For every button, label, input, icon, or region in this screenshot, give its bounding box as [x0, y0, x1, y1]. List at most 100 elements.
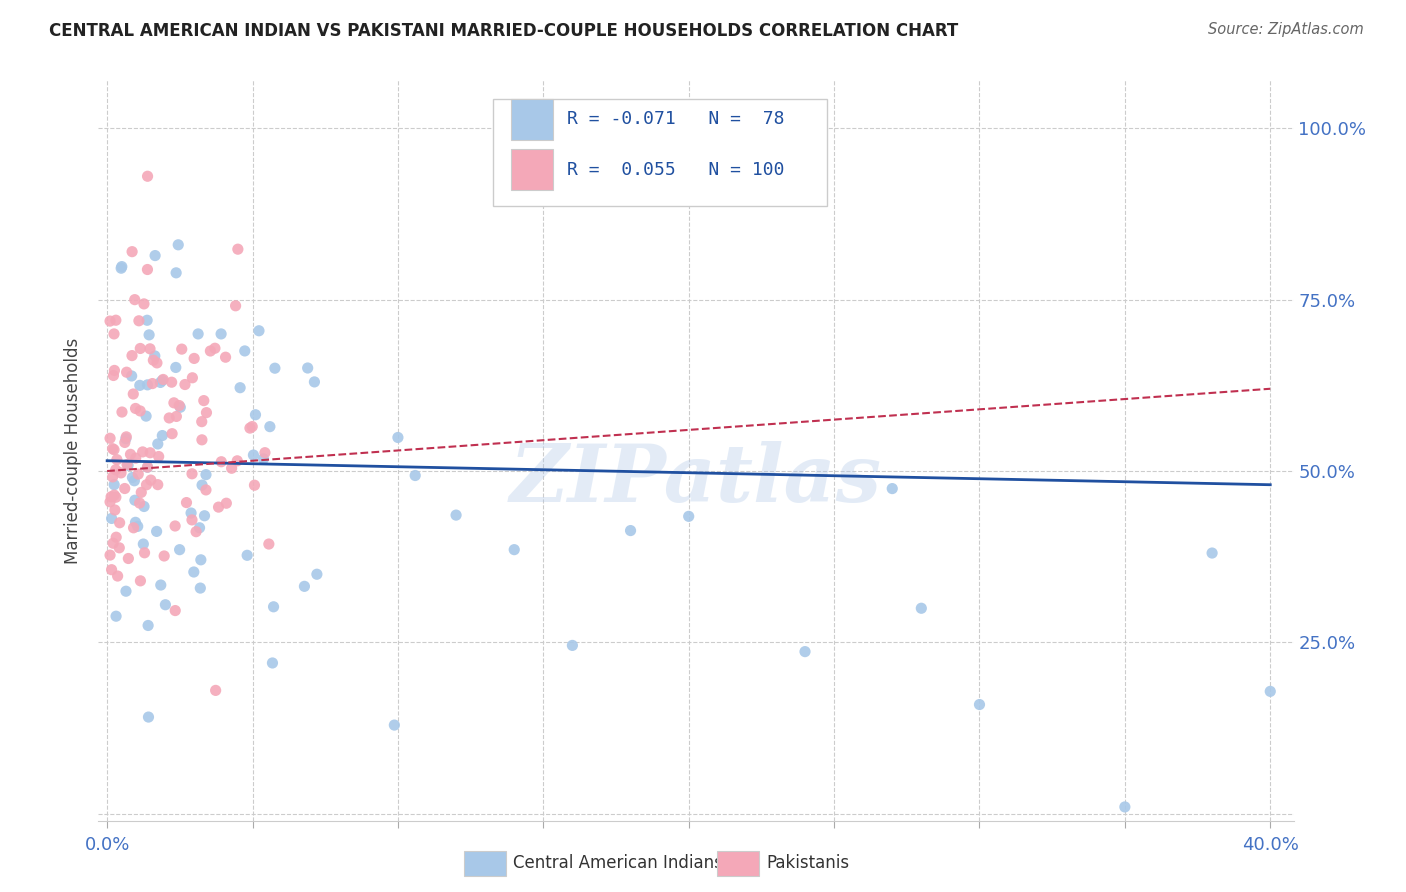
Point: [252, 451, 274, 466]
Point: [125, 451, 148, 466]
Point: [195, 406, 218, 420]
Point: [240, 419, 263, 434]
Point: [115, 432, 138, 446]
Point: [294, 579, 316, 593]
FancyBboxPatch shape: [510, 99, 553, 139]
Point: [114, 482, 136, 496]
Point: [263, 599, 285, 614]
Point: [129, 485, 152, 500]
Point: [141, 376, 163, 391]
Point: [678, 509, 700, 524]
Point: [169, 542, 191, 557]
Point: [143, 249, 166, 263]
Point: [136, 313, 159, 327]
Point: [104, 313, 127, 327]
Point: [150, 374, 173, 388]
Point: [146, 437, 169, 451]
Point: [129, 404, 152, 418]
Point: [146, 477, 169, 491]
Point: [143, 349, 166, 363]
Text: Source: ZipAtlas.com: Source: ZipAtlas.com: [1208, 22, 1364, 37]
Point: [221, 461, 243, 475]
Point: [165, 409, 187, 424]
Point: [444, 508, 467, 522]
Point: [107, 569, 129, 583]
Point: [104, 503, 127, 517]
Point: [108, 516, 131, 530]
Point: [122, 387, 145, 401]
Point: [105, 530, 128, 544]
Point: [115, 365, 138, 379]
Point: [104, 490, 127, 504]
Point: [165, 360, 187, 375]
Point: [619, 524, 641, 538]
Point: [243, 478, 266, 492]
Point: [132, 500, 155, 514]
Point: [103, 488, 125, 502]
Point: [236, 549, 259, 563]
Point: [105, 452, 128, 467]
Point: [155, 598, 177, 612]
Point: [214, 350, 236, 364]
Point: [136, 460, 159, 475]
Point: [187, 326, 209, 341]
Point: [124, 293, 146, 307]
Point: [122, 521, 145, 535]
Point: [167, 399, 190, 413]
Point: [1114, 800, 1136, 814]
Point: [110, 466, 132, 480]
Point: [121, 244, 143, 259]
Point: [387, 430, 409, 444]
Point: [404, 468, 426, 483]
Point: [239, 421, 262, 435]
Point: [190, 553, 212, 567]
Point: [101, 470, 124, 484]
Point: [204, 341, 226, 355]
Point: [120, 447, 142, 461]
Point: [215, 496, 238, 510]
Point: [794, 645, 817, 659]
Point: [167, 237, 190, 252]
Point: [139, 473, 162, 487]
FancyBboxPatch shape: [510, 149, 553, 190]
Point: [117, 458, 139, 473]
Point: [121, 470, 143, 484]
Point: [100, 490, 122, 504]
Point: [101, 442, 124, 456]
Point: [128, 496, 150, 510]
Point: [121, 349, 143, 363]
Point: [882, 482, 904, 496]
Point: [207, 500, 229, 515]
Point: [134, 546, 156, 560]
Point: [181, 467, 204, 481]
Point: [100, 511, 122, 525]
Point: [242, 448, 264, 462]
Point: [969, 698, 991, 712]
Point: [142, 353, 165, 368]
Point: [193, 393, 215, 408]
Point: [135, 477, 157, 491]
Point: [146, 356, 169, 370]
Point: [561, 639, 583, 653]
Text: CENTRAL AMERICAN INDIAN VS PAKISTANI MARRIED-COUPLE HOUSEHOLDS CORRELATION CHART: CENTRAL AMERICAN INDIAN VS PAKISTANI MAR…: [49, 22, 959, 40]
Point: [153, 549, 176, 563]
Point: [193, 508, 215, 523]
Point: [194, 483, 217, 497]
Point: [128, 314, 150, 328]
Point: [111, 405, 134, 419]
Point: [100, 563, 122, 577]
Point: [245, 408, 267, 422]
Text: R =  0.055   N = 100: R = 0.055 N = 100: [567, 161, 785, 178]
Point: [124, 493, 146, 508]
Point: [160, 375, 183, 389]
Point: [136, 262, 159, 277]
Point: [115, 458, 138, 472]
Point: [165, 603, 187, 617]
Point: [138, 710, 160, 724]
Point: [262, 656, 284, 670]
Point: [200, 343, 222, 358]
Point: [103, 363, 125, 377]
Point: [127, 467, 149, 482]
Point: [181, 513, 204, 527]
Point: [259, 419, 281, 434]
